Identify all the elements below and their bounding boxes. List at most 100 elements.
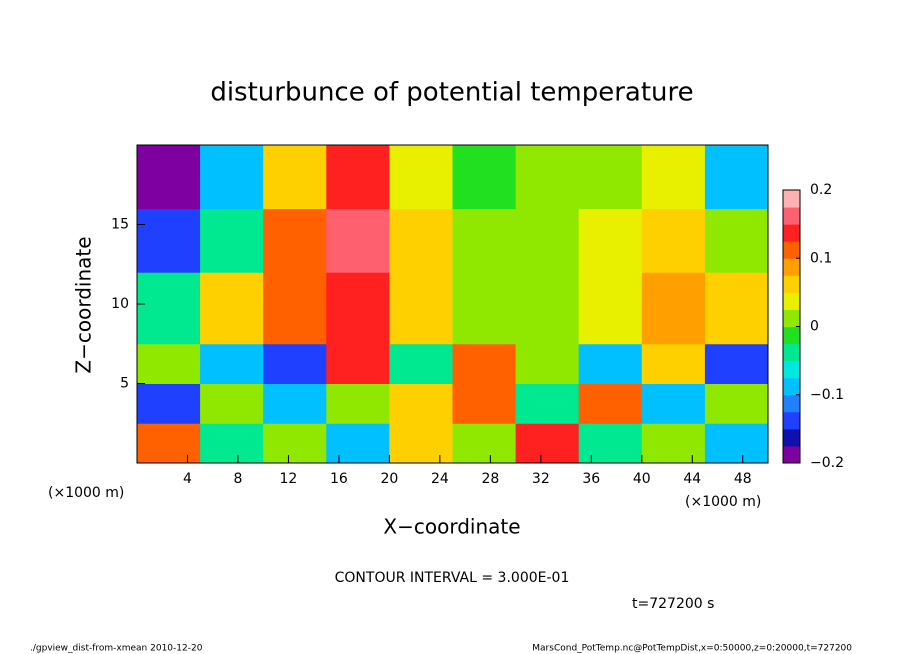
- colorbar-swatch: [783, 292, 800, 310]
- x-tick-label: 44: [683, 471, 701, 487]
- heat-cell: [389, 145, 453, 210]
- y-tick-label: 10: [111, 296, 129, 312]
- x-unit-label: (×1000 m): [48, 485, 124, 501]
- heat-cell: [641, 208, 706, 273]
- heat-cell: [641, 343, 706, 384]
- heat-cell: [452, 423, 517, 464]
- footer-left: ./gpview_dist-from-xmean 2010-12-20: [30, 644, 203, 654]
- x-tick-label: 36: [582, 471, 600, 487]
- heat-cell: [326, 423, 390, 464]
- heat-cell: [578, 343, 643, 384]
- heat-cell: [641, 423, 706, 464]
- heat-cell: [452, 343, 517, 384]
- heat-cell: [578, 208, 643, 273]
- heat-cell: [389, 208, 453, 273]
- x-unit-label: (×1000 m): [685, 494, 761, 510]
- x-tick-label: 48: [734, 471, 752, 487]
- x-tick-label: 16: [330, 471, 348, 487]
- colorbar-tick-label: 0.1: [810, 250, 832, 266]
- heat-cell: [641, 145, 706, 210]
- x-tick-label: 20: [380, 471, 398, 487]
- footer-right: MarsCond_PotTemp.nc@PotTempDist,x=0:5000…: [532, 644, 852, 654]
- colorbar-swatch: [783, 394, 800, 413]
- colorbar-swatch: [783, 428, 800, 447]
- heat-cell: [200, 343, 264, 384]
- heat-cell: [641, 383, 706, 424]
- heat-cell: [263, 423, 327, 464]
- heat-cell: [452, 383, 517, 424]
- x-tick-label: 24: [431, 471, 449, 487]
- heat-cell: [200, 272, 264, 345]
- heat-cell: [137, 145, 201, 210]
- colorbar-swatch: [783, 445, 800, 464]
- heat-cell: [137, 272, 201, 345]
- colorbar-tick-label: −0.1: [810, 387, 844, 403]
- y-axis-label: Z−coordinate: [72, 236, 96, 373]
- heat-cell: [704, 208, 769, 273]
- contour-note: CONTOUR INTERVAL = 3.000E-01: [335, 570, 570, 586]
- heat-cell: [578, 383, 643, 424]
- colorbar-swatch: [783, 360, 800, 379]
- heat-cell: [704, 423, 769, 464]
- heat-cell: [326, 343, 390, 384]
- heat-cell: [326, 383, 390, 424]
- colorbar-swatch: [783, 275, 800, 293]
- heat-cell: [326, 145, 390, 210]
- heat-cell: [452, 145, 517, 210]
- heat-cell: [326, 208, 390, 273]
- heat-cell: [515, 272, 580, 345]
- x-tick-label: 28: [481, 471, 499, 487]
- heat-cell: [515, 145, 580, 210]
- heat-cell: [389, 343, 453, 384]
- heat-cell: [263, 383, 327, 424]
- heat-cell: [137, 383, 201, 424]
- colorbar-swatch: [783, 309, 800, 327]
- heat-cell: [263, 208, 327, 273]
- heat-cell: [704, 383, 769, 424]
- heat-cell: [263, 272, 327, 345]
- x-axis-label: X−coordinate: [383, 515, 520, 539]
- colorbar-swatch: [783, 207, 800, 225]
- x-tick-label: 4: [183, 471, 192, 487]
- colorbar-swatch: [783, 377, 800, 396]
- x-tick-label: 12: [280, 471, 298, 487]
- y-tick-label: 5: [120, 376, 129, 392]
- heat-cell: [704, 343, 769, 384]
- colorbar-swatch: [783, 326, 800, 345]
- heat-cell: [515, 423, 580, 464]
- heat-cell: [641, 272, 706, 345]
- heat-cell: [578, 272, 643, 345]
- colorbar-tick-label: 0: [810, 319, 819, 335]
- heat-cell: [452, 208, 517, 273]
- heat-cell: [515, 208, 580, 273]
- colorbar-swatch: [783, 241, 800, 259]
- heat-cell: [515, 383, 580, 424]
- heat-cell: [263, 145, 327, 210]
- y-tick-label: 15: [111, 217, 129, 233]
- colorbar-tick-label: 0.2: [810, 182, 832, 198]
- heat-cell: [389, 423, 453, 464]
- colorbar-tick-label: −0.2: [810, 455, 844, 471]
- colorbar-swatch: [783, 224, 800, 242]
- heat-cell: [200, 145, 264, 210]
- heat-cell: [389, 272, 453, 345]
- heat-cell: [578, 423, 643, 464]
- colorbar-swatch: [783, 190, 800, 208]
- x-tick-label: 8: [233, 471, 242, 487]
- heat-cell: [704, 145, 769, 210]
- x-tick-label: 32: [532, 471, 550, 487]
- heat-cell: [389, 383, 453, 424]
- heat-cell: [452, 272, 517, 345]
- heat-cell: [326, 272, 390, 345]
- heat-cell: [200, 423, 264, 464]
- heat-cell: [200, 208, 264, 273]
- colorbar-swatch: [783, 343, 800, 362]
- heat-cell: [137, 343, 201, 384]
- heat-cell: [704, 272, 769, 345]
- heat-cell: [263, 343, 327, 384]
- heat-cell: [515, 343, 580, 384]
- chart-title: disturbunce of potential temperature: [210, 78, 693, 108]
- time-note: t=727200 s: [632, 596, 714, 612]
- colorbar-swatch: [783, 258, 800, 276]
